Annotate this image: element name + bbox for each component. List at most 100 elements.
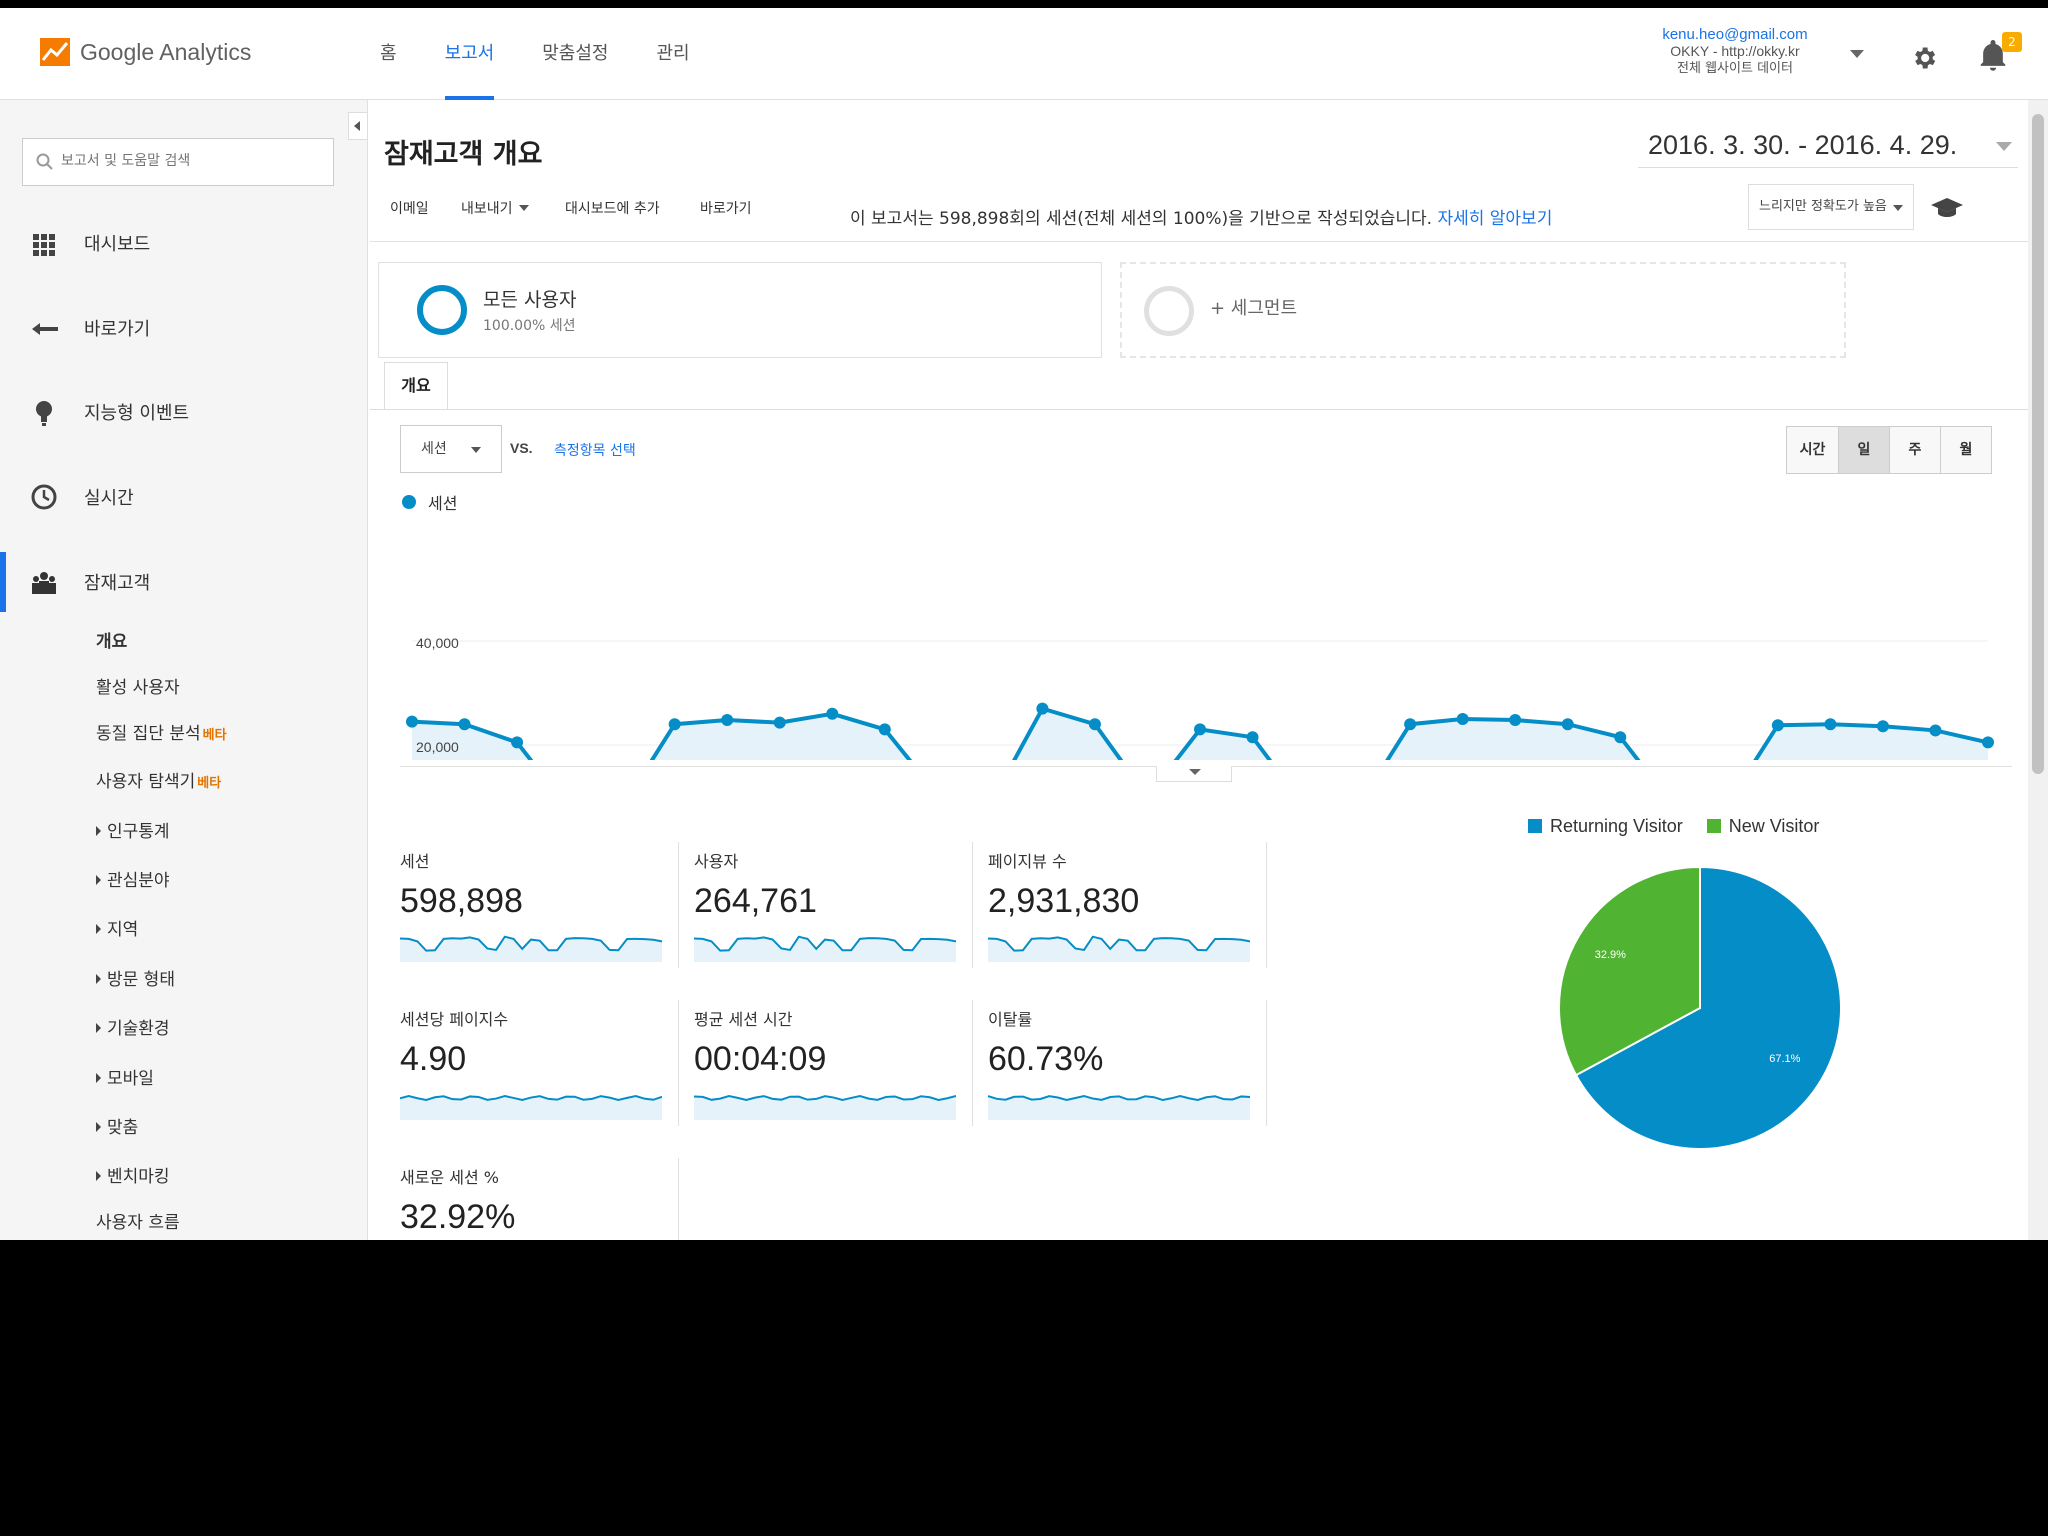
nav-home[interactable]: 홈 xyxy=(380,43,397,64)
analytics-logo-icon xyxy=(40,38,70,66)
metric-card-pageviews: 페이지뷰 수 2,931,830 xyxy=(958,842,1267,968)
add-to-dashboard-button[interactable]: 대시보드에 추가 xyxy=(565,201,660,217)
metric-name: 세션 xyxy=(400,852,430,871)
sampling-note-text: 이 보고서는 598,898회의 세션(전체 세션의 100%)을 기반으로 작… xyxy=(850,209,1433,229)
add-segment-card[interactable]: + 세그먼트 xyxy=(1120,262,1846,358)
sampling-precision-select[interactable]: 느리지만 정확도가 높음 xyxy=(1748,184,1914,230)
metric-name: 사용자 xyxy=(694,852,739,871)
notification-count-badge: 2 xyxy=(2002,32,2022,52)
sidebar-subitem-demographics[interactable]: 인구통계 xyxy=(96,817,170,842)
sparkline-fill xyxy=(400,1096,662,1120)
sidebar-item-label: 잠재고객 xyxy=(84,573,151,594)
sidebar-item-intelligence-events[interactable]: 지능형 이벤트 xyxy=(0,382,368,442)
page-scrollbar[interactable] xyxy=(2028,100,2048,1240)
subitem-label: 사용자 탐색기 xyxy=(96,772,196,792)
logo-text: Google Analytics xyxy=(80,38,252,65)
pie-legend: Returning Visitor New Visitor xyxy=(1528,816,1819,837)
sidebar-item-realtime[interactable]: 실시간 xyxy=(0,467,368,527)
metric-card-sessions: 세션 598,898 xyxy=(370,842,679,968)
metric-value: 264,761 xyxy=(694,882,817,920)
sidebar-collapse-button[interactable] xyxy=(348,112,368,140)
granularity-month[interactable]: 월 xyxy=(1940,427,1991,473)
chevron-down-icon xyxy=(471,447,481,453)
add-segment-label: + 세그먼트 xyxy=(1210,298,1298,319)
beta-badge: 베타 xyxy=(197,776,222,791)
account-selector[interactable]: kenu.heo@gmail.com OKKY - http://okky.kr… xyxy=(1620,26,1850,77)
tab-overview[interactable]: 개요 xyxy=(384,362,448,410)
pie-slice-new[interactable] xyxy=(1558,865,1701,1077)
sidebar-item-audience[interactable]: 잠재고객 xyxy=(0,552,368,612)
sidebar-item-shortcuts[interactable]: 바로가기 xyxy=(0,298,368,358)
card-divider xyxy=(1266,1000,1267,1126)
sidebar-item-dashboard[interactable]: 대시보드 xyxy=(0,213,368,273)
gear-icon[interactable] xyxy=(1910,44,1938,72)
segment-all-users[interactable]: 모든 사용자 100.00% 세션 xyxy=(378,262,1102,358)
subitem-label: 개요 xyxy=(96,632,128,652)
metric-card-users: 사용자 264,761 xyxy=(664,842,973,968)
select-metric-link[interactable]: 측정항목 선택 xyxy=(554,443,636,459)
page-title: 잠재고객 개요 xyxy=(384,139,543,170)
pie-slice-label-returning: 67.1% xyxy=(1769,1052,1801,1065)
visitor-type-pie-chart xyxy=(1558,865,1842,1150)
sparkline-fill xyxy=(694,1096,956,1120)
metric-name: 이탈률 xyxy=(988,1010,1033,1029)
email-button[interactable]: 이메일 xyxy=(390,201,429,217)
sidebar-subitem-geo[interactable]: 지역 xyxy=(96,915,138,940)
sidebar-subitem-technology[interactable]: 기술환경 xyxy=(96,1014,170,1039)
metric-name: 평균 세션 시간 xyxy=(694,1010,793,1029)
metric-select[interactable]: 세션 xyxy=(400,425,502,473)
pie-legend-item-returning[interactable]: Returning Visitor xyxy=(1528,816,1683,837)
metric-select-label: 세션 xyxy=(421,441,447,457)
date-dropdown-icon xyxy=(1996,142,2012,151)
tab-divider xyxy=(370,409,2028,410)
nav-admin[interactable]: 관리 xyxy=(656,43,690,64)
notification-bell-icon[interactable] xyxy=(1978,40,2008,72)
sidebar-subitem-benchmarking[interactable]: 벤치마킹 xyxy=(96,1162,170,1187)
sidebar-subitem-interests[interactable]: 관심분야 xyxy=(96,866,170,891)
chart-y-tick-label: 20,000 xyxy=(416,739,459,755)
expand-triangle-icon xyxy=(96,1122,101,1132)
sidebar-item-label: 실시간 xyxy=(84,488,134,509)
sidebar-subitem-mobile[interactable]: 모바일 xyxy=(96,1064,154,1089)
metric-name: 페이지뷰 수 xyxy=(988,852,1067,871)
metric-value: 00:04:09 xyxy=(694,1040,827,1078)
chart-data-point xyxy=(1929,724,1942,737)
sidebar-subitem-custom[interactable]: 맞춤 xyxy=(96,1113,138,1138)
chart-data-point xyxy=(1036,702,1049,715)
expand-triangle-icon xyxy=(96,1073,101,1083)
pie-slice-returning[interactable] xyxy=(1574,865,1842,1150)
granularity-hour[interactable]: 시간 xyxy=(1787,427,1838,473)
sidebar-item-label: 대시보드 xyxy=(84,234,151,255)
chevron-down-icon xyxy=(1893,205,1903,211)
sidebar-subitem-cohort-analysis[interactable]: 동질 집단 분석 베타 xyxy=(96,719,227,744)
learn-more-link[interactable]: 자세히 알아보기 xyxy=(1437,209,1553,229)
segment-subtitle: 100.00% 세션 xyxy=(483,318,576,334)
granularity-day[interactable]: 일 xyxy=(1838,427,1889,473)
metric-name: 새로운 세션 % xyxy=(400,1168,499,1187)
date-range-text: 2016. 3. 30. - 2016. 4. 29. xyxy=(1648,130,1958,160)
subitem-label: 활성 사용자 xyxy=(96,678,180,698)
granularity-week[interactable]: 주 xyxy=(1889,427,1940,473)
export-button[interactable]: 내보내기 xyxy=(461,198,529,218)
account-dropdown-icon[interactable] xyxy=(1850,50,1864,58)
date-range-selector[interactable]: 2016. 3. 30. - 2016. 4. 29. xyxy=(1638,122,2018,168)
sidebar-subitem-users-flow[interactable]: 사용자 흐름 xyxy=(96,1208,180,1233)
pie-legend-item-new[interactable]: New Visitor xyxy=(1706,816,1819,837)
sidebar-subitem-overview[interactable]: 개요 xyxy=(96,627,127,652)
sidebar-subitem-user-explorer[interactable]: 사용자 탐색기 베타 xyxy=(96,767,221,792)
subitem-label: 지역 xyxy=(107,920,139,940)
search-input[interactable] xyxy=(61,139,321,183)
scrollbar-thumb[interactable] xyxy=(2032,114,2044,774)
subitem-label: 방문 형태 xyxy=(107,970,175,990)
export-dropdown-icon xyxy=(518,205,529,211)
sidebar-subitem-active-users[interactable]: 활성 사용자 xyxy=(96,673,180,698)
nav-customization[interactable]: 맞춤설정 xyxy=(542,43,609,64)
chart-data-point xyxy=(1876,720,1889,733)
google-analytics-logo[interactable]: Google Analytics xyxy=(40,38,251,66)
nav-reports[interactable]: 보고서 xyxy=(444,8,494,100)
graduation-cap-icon[interactable] xyxy=(1930,196,1964,220)
shortcut-button[interactable]: 바로가기 xyxy=(700,201,752,217)
chart-expand-button[interactable] xyxy=(1156,766,1232,782)
sidebar-subitem-behavior[interactable]: 방문 형태 xyxy=(96,965,175,990)
card-divider xyxy=(678,1158,679,1240)
